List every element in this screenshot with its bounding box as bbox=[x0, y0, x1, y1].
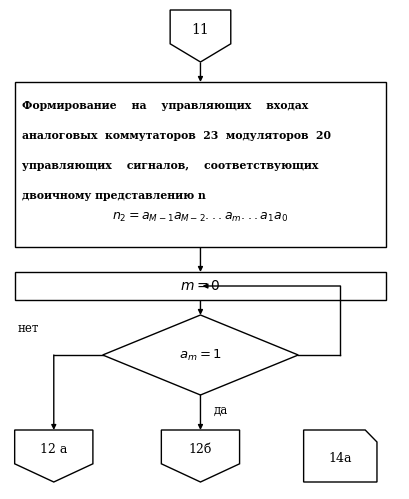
Polygon shape bbox=[303, 430, 376, 482]
Text: да: да bbox=[213, 404, 227, 417]
Polygon shape bbox=[170, 10, 230, 62]
Polygon shape bbox=[15, 430, 93, 482]
Text: $m = 0$: $m = 0$ bbox=[180, 279, 220, 293]
Text: Формирование    на    управляющих    входах: Формирование на управляющих входах bbox=[22, 100, 308, 111]
Polygon shape bbox=[161, 430, 239, 482]
Text: 14a: 14a bbox=[328, 452, 351, 465]
Text: аналоговых  коммутаторов  23  модуляторов  20: аналоговых коммутаторов 23 модуляторов 2… bbox=[22, 130, 331, 141]
Text: нет: нет bbox=[18, 321, 39, 334]
Polygon shape bbox=[102, 315, 297, 395]
Text: 12б: 12б bbox=[188, 443, 211, 456]
Text: $a_m = 1$: $a_m = 1$ bbox=[178, 347, 221, 363]
Text: 11: 11 bbox=[191, 23, 209, 37]
Text: 12 а: 12 а bbox=[40, 443, 67, 456]
Text: $n_2 = a_{M-1}a_{M-2}...a_m...a_1a_0$: $n_2 = a_{M-1}a_{M-2}...a_m...a_1a_0$ bbox=[112, 211, 288, 224]
Text: двоичному представлению n: двоичному представлению n bbox=[22, 190, 206, 201]
Bar bbox=[15, 272, 385, 300]
Text: управляющих    сигналов,    соответствующих: управляющих сигналов, соответствующих bbox=[22, 160, 318, 171]
Bar bbox=[15, 82, 385, 247]
